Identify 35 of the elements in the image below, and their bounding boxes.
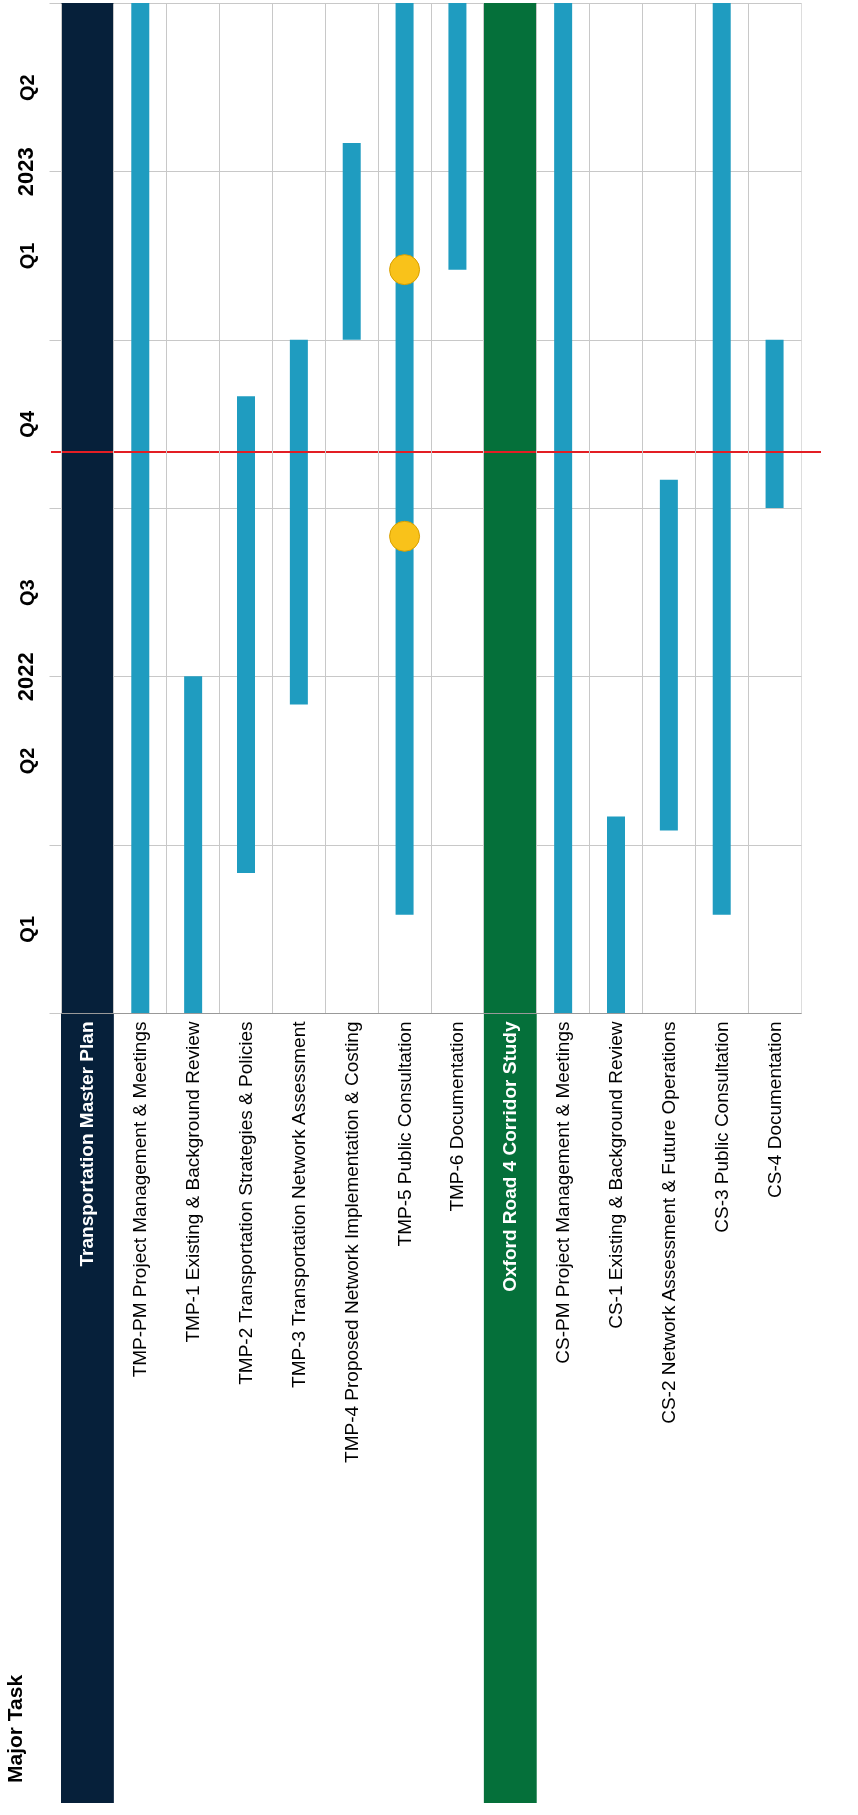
x-tick-label: CS-2 Network Assessment & Future Operations	[657, 1021, 679, 1424]
y-tick-label: 2023	[12, 147, 38, 197]
bar	[765, 339, 784, 508]
x-tick-label: Oxford Road 4 Corridor Study	[499, 1021, 521, 1292]
x-tick-label: CS-4 Documentation	[763, 1021, 785, 1198]
bar	[448, 3, 467, 270]
x-tick-label: TMP-4 Proposed Network Implementation & Costing	[340, 1021, 362, 1463]
x-tick-label: Transportation Master Plan	[76, 1021, 98, 1267]
bar	[237, 396, 255, 873]
x-tick-label: TMP-5 Public Consultation	[393, 1021, 415, 1247]
y-tick-label: Q1	[15, 242, 38, 270]
bar	[395, 3, 414, 915]
y-tick-label: Q2	[15, 747, 38, 775]
y-tick-label: Q4	[15, 410, 38, 438]
bar	[659, 479, 678, 831]
bar	[712, 3, 731, 915]
bar	[607, 816, 625, 1013]
bar	[289, 339, 308, 705]
bar	[131, 3, 150, 1013]
y-tick-label: 2022	[12, 652, 38, 702]
y-tick-label: Q3	[15, 579, 38, 607]
bar	[342, 143, 361, 340]
x-tick-label: TMP-6 Documentation	[446, 1021, 468, 1212]
x-tick-label: CS-1 Existing & Background Review	[605, 1021, 626, 1329]
x-tick-label: TMP-2 Transportation Strategies & Policies	[235, 1021, 256, 1385]
x-tick-label: CS-PM Project Management & Meetings	[552, 1021, 574, 1364]
x-tick-label: TMP-3 Transportation Network Assessment	[287, 1020, 309, 1388]
text: Major Task	[3, 1674, 26, 1783]
y-tick-label: Q1	[15, 915, 38, 943]
bar	[184, 676, 203, 1013]
bar	[554, 3, 573, 1013]
x-tick-label: TMP-PM Project Management & Meetings	[129, 1021, 151, 1378]
x-tick-label: TMP-1 Existing & Background Review	[182, 1021, 204, 1343]
x-tick-label: CS-3 Public Consultation	[710, 1021, 732, 1233]
y-tick-label: Q2	[15, 74, 38, 102]
